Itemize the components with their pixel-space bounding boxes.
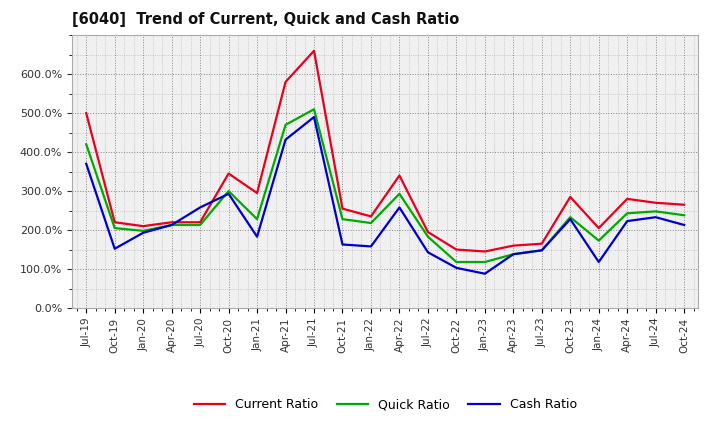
Quick Ratio [452,259,461,264]
Cash Ratio [110,246,119,251]
Cash Ratio [423,249,432,255]
Current Ratio [225,171,233,176]
Quick Ratio [139,228,148,234]
Quick Ratio [680,213,688,218]
Quick Ratio [282,122,290,128]
Cash Ratio [652,215,660,220]
Quick Ratio [509,252,518,257]
Current Ratio [253,191,261,196]
Line: Quick Ratio: Quick Ratio [86,109,684,262]
Cash Ratio [623,218,631,224]
Current Ratio [595,225,603,231]
Quick Ratio [623,211,631,216]
Current Ratio [566,194,575,200]
Current Ratio [282,79,290,84]
Cash Ratio [395,205,404,210]
Quick Ratio [537,248,546,253]
Current Ratio [480,249,489,254]
Cash Ratio [310,114,318,120]
Cash Ratio [566,216,575,222]
Current Ratio [395,173,404,178]
Quick Ratio [395,191,404,196]
Cash Ratio [139,230,148,235]
Current Ratio [110,220,119,225]
Current Ratio [623,196,631,202]
Current Ratio [310,48,318,53]
Quick Ratio [595,238,603,243]
Cash Ratio [282,137,290,142]
Current Ratio [452,247,461,252]
Current Ratio [652,200,660,205]
Current Ratio [167,220,176,225]
Cash Ratio [537,248,546,253]
Cash Ratio [509,252,518,257]
Quick Ratio [480,259,489,264]
Current Ratio [139,224,148,229]
Cash Ratio [167,222,176,227]
Quick Ratio [225,188,233,194]
Cash Ratio [480,271,489,276]
Cash Ratio [253,234,261,239]
Quick Ratio [167,222,176,227]
Current Ratio [680,202,688,207]
Quick Ratio [82,142,91,147]
Legend: Current Ratio, Quick Ratio, Cash Ratio: Current Ratio, Quick Ratio, Cash Ratio [189,393,582,416]
Cash Ratio [225,191,233,196]
Quick Ratio [338,216,347,222]
Quick Ratio [366,220,375,226]
Current Ratio [423,229,432,235]
Cash Ratio [196,205,204,210]
Cash Ratio [82,161,91,166]
Quick Ratio [423,234,432,239]
Cash Ratio [452,265,461,271]
Current Ratio [537,241,546,246]
Current Ratio [82,110,91,116]
Quick Ratio [566,215,575,220]
Quick Ratio [652,209,660,214]
Quick Ratio [310,106,318,112]
Line: Cash Ratio: Cash Ratio [86,117,684,274]
Text: [6040]  Trend of Current, Quick and Cash Ratio: [6040] Trend of Current, Quick and Cash … [72,12,459,27]
Cash Ratio [680,222,688,227]
Cash Ratio [338,242,347,247]
Current Ratio [509,243,518,248]
Quick Ratio [253,216,261,222]
Quick Ratio [196,222,204,227]
Current Ratio [366,214,375,219]
Cash Ratio [595,259,603,264]
Current Ratio [196,220,204,225]
Current Ratio [338,206,347,211]
Quick Ratio [110,225,119,231]
Line: Current Ratio: Current Ratio [86,51,684,252]
Cash Ratio [366,244,375,249]
